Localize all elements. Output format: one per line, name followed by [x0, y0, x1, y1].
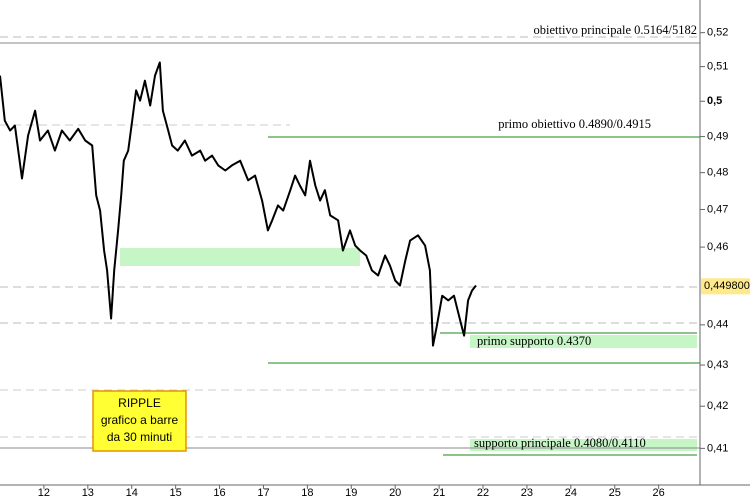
x-tick-label: 13: [82, 487, 94, 499]
x-tick-label: 23: [521, 487, 533, 499]
x-tick-label: 19: [345, 487, 357, 499]
x-tick-label: 15: [170, 487, 182, 499]
x-tick-label: 26: [653, 487, 665, 499]
last-price-bg: [701, 278, 750, 295]
zone: [470, 335, 697, 348]
y-tick-label: 0,43: [707, 359, 728, 371]
price-line: [0, 61, 477, 347]
x-tick-label: 20: [389, 487, 401, 499]
x-tick-label: 24: [565, 487, 577, 499]
last-price-label: 0,449800: [704, 280, 750, 292]
note-box: RIPPLE grafico a barre da 30 minuti: [92, 390, 187, 452]
y-tick-label: 0,46: [707, 241, 728, 253]
x-tick-label: 18: [301, 487, 313, 499]
y-tick-label: 0,51: [707, 61, 728, 73]
y-tick-label: 0,42: [707, 400, 728, 412]
y-tick-label: 0,49: [707, 130, 728, 142]
x-tick-label: 14: [126, 487, 138, 499]
note-line: RIPPLE: [118, 396, 161, 410]
y-tick-label: 0,47: [707, 203, 728, 215]
annotation: primo obiettivo 0.4890/0.4915: [498, 117, 651, 131]
x-tick-label: 12: [38, 487, 50, 499]
y-tick-label: 0,52: [707, 27, 728, 39]
y-tick-label: 0,41: [707, 442, 728, 454]
drawing-layer: [0, 36, 700, 456]
x-tick-label: 17: [257, 487, 269, 499]
x-tick-label: 16: [213, 487, 225, 499]
zone: [120, 248, 360, 266]
x-tick-label: 22: [477, 487, 489, 499]
note-line: da 30 minuti: [107, 430, 172, 444]
annotation: primo supporto 0.4370: [477, 334, 591, 348]
note-line: grafico a barre: [101, 413, 179, 427]
y-tick-label: 0,48: [707, 167, 728, 179]
y-tick-label: 0,44: [707, 319, 728, 331]
annotation: obiettivo principale 0.5164/5182: [533, 23, 697, 37]
note-box-bg: [92, 390, 187, 452]
x-tick-label: 21: [433, 487, 445, 499]
x-tick-label: 25: [609, 487, 621, 499]
y-tick-label: 0,5: [707, 95, 722, 107]
annotation: supporto principale 0.4080/0.4110: [474, 436, 646, 450]
